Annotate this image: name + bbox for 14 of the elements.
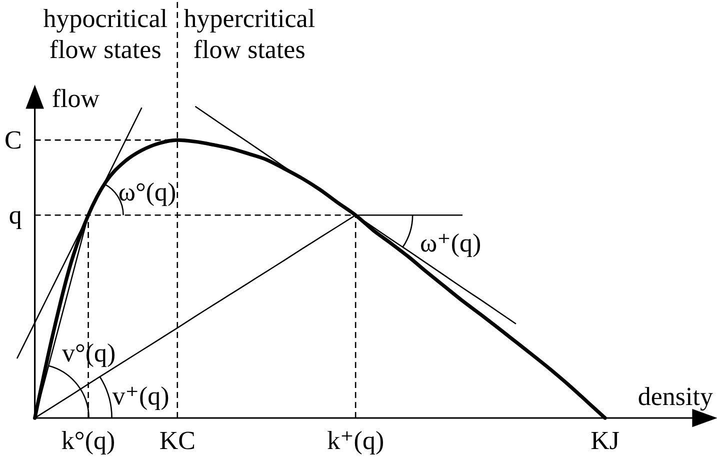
x-axis-title: density [638, 382, 713, 411]
annotation: q [8, 200, 22, 230]
x-tick-label: k⁺(q) [327, 426, 384, 455]
y-axis-title: flow [52, 84, 100, 113]
x-tick-label: k°(q) [61, 426, 116, 455]
x-tick-label: KJ [590, 426, 620, 455]
text: hypocritical flow states [43, 4, 168, 64]
annotation: C [4, 126, 22, 155]
x-tick-label: KC [159, 426, 196, 455]
annotation: ω⁺(q) [420, 228, 482, 258]
text: hypercritical flow states [184, 4, 316, 64]
annotation: v°(q) [62, 338, 116, 368]
annotation: ω°(q) [118, 178, 176, 207]
annotation: v⁺(q) [112, 382, 170, 410]
